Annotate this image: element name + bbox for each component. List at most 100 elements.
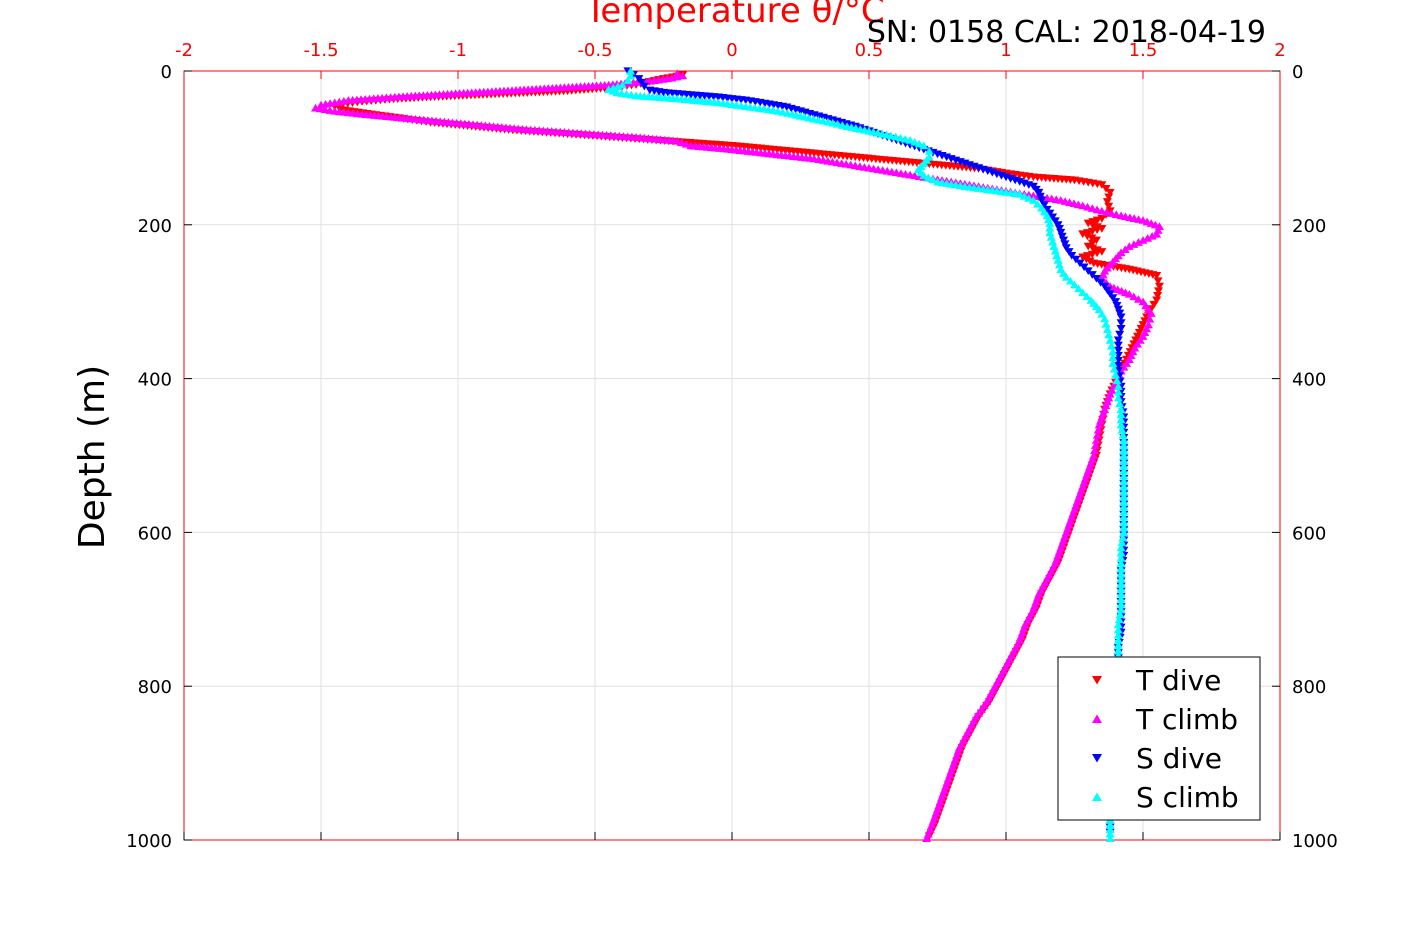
data-point: [1113, 393, 1123, 402]
data-point: [1113, 620, 1123, 629]
data-point: [1152, 296, 1162, 305]
data-point: [1050, 246, 1060, 255]
data-point-interp: [1082, 292, 1092, 300]
data-point-interp: [1109, 364, 1119, 373]
data-point: [1105, 336, 1115, 344]
data-point-interp: [1113, 346, 1123, 355]
data-point-interp: [1149, 300, 1159, 309]
data-point-interp: [1117, 538, 1127, 547]
data-point-interp: [1153, 291, 1163, 300]
data-point-interp: [1033, 199, 1043, 208]
y-tick-label-left: 200: [138, 216, 172, 237]
data-point: [316, 100, 326, 109]
data-point-interp: [1115, 309, 1125, 318]
data-point: [1042, 205, 1052, 214]
data-point: [1152, 271, 1162, 280]
data-point-interp: [1106, 341, 1116, 350]
data-point-interp: [1060, 240, 1070, 249]
data-point-interp: [1113, 641, 1123, 649]
legend-marker: [1092, 792, 1102, 801]
data-point-interp: [1115, 399, 1125, 408]
legend-label: T climb: [1135, 703, 1238, 736]
data-point: [1119, 451, 1129, 460]
data-point-interp: [1113, 388, 1123, 396]
data-point: [1119, 528, 1129, 536]
legend-box: [1057, 656, 1261, 821]
data-point: [678, 71, 688, 80]
data-point: [1119, 436, 1129, 444]
data-point-interp: [1116, 584, 1126, 593]
legend-marker: [1092, 754, 1102, 763]
data-point-interp: [1116, 579, 1126, 588]
data-point-interp: [1019, 192, 1029, 200]
x-tick-label: -1.5: [303, 40, 338, 61]
data-point: [1053, 256, 1063, 264]
data-point-interp: [1054, 225, 1064, 233]
data-point-interp: [1113, 625, 1123, 634]
data-point: [1045, 219, 1055, 227]
data-point-interp: [1102, 286, 1112, 295]
data-point-interp: [672, 72, 682, 81]
data-point-interp: [1119, 441, 1129, 449]
data-point: [1091, 236, 1101, 245]
data-point-interp: [1096, 278, 1106, 287]
data-point-interp: [1116, 548, 1126, 557]
legend-label: S dive: [1136, 742, 1222, 775]
data-point-interp: [1119, 518, 1129, 526]
data-point-interp: [1115, 330, 1125, 339]
data-point-interp: [1140, 317, 1150, 325]
y-tick-label-left: 800: [138, 677, 172, 698]
data-point-interp: [1119, 492, 1129, 501]
data-point: [1116, 559, 1126, 567]
data-point: [1124, 289, 1134, 298]
data-point: [1078, 230, 1088, 239]
data-point-interp: [1104, 202, 1114, 211]
y-tick-label-left: 1000: [126, 831, 172, 852]
data-point: [1048, 213, 1058, 222]
data-point-interp: [923, 173, 933, 182]
data-point-interp: [1118, 533, 1128, 542]
data-point-interp: [1119, 502, 1129, 511]
data-point-interp: [1116, 594, 1126, 603]
data-point: [1105, 188, 1115, 197]
data-point: [1048, 237, 1058, 246]
data-point: [1015, 189, 1025, 198]
data-point: [1045, 228, 1055, 237]
data-point-interp: [1117, 425, 1127, 434]
data-point-interp: [1101, 185, 1111, 193]
data-point-interp: [1049, 242, 1059, 250]
data-point-interp: [1087, 239, 1097, 248]
data-point-interp: [1057, 232, 1067, 241]
data-point-interp: [1119, 523, 1129, 531]
series-layer: [311, 66, 1164, 843]
data-point-interp: [1112, 301, 1122, 310]
y-tick-label-right: 200: [1292, 216, 1326, 237]
data-point-interp: [1105, 825, 1115, 833]
y-tick-label-right: 0: [1292, 62, 1303, 83]
data-point: [1116, 574, 1126, 583]
data-point-interp: [1129, 292, 1139, 301]
data-point-interp: [1119, 487, 1129, 495]
data-point-interp: [1116, 564, 1126, 572]
data-point-interp: [1134, 328, 1144, 337]
data-point-interp: [1105, 829, 1115, 838]
data-point: [1091, 436, 1101, 444]
data-point: [1119, 466, 1129, 475]
data-point-interp: [1108, 294, 1118, 302]
legend-marker: [1092, 714, 1102, 723]
data-point: [1108, 347, 1118, 356]
data-point: [1113, 336, 1123, 345]
data-point: [1034, 188, 1044, 197]
data-point: [1105, 834, 1115, 843]
data-point-interp: [1147, 232, 1157, 240]
data-point: [1138, 321, 1148, 329]
data-point: [1105, 820, 1115, 829]
y-tick-label-right: 800: [1292, 677, 1326, 698]
data-point: [639, 82, 649, 91]
data-point-interp: [1116, 410, 1126, 419]
data-point-interp: [1133, 238, 1143, 246]
chart-subtitle: SN: 0158 CAL: 2018-04-19: [867, 15, 1266, 50]
data-point: [1116, 313, 1126, 322]
data-point: [1061, 273, 1071, 281]
